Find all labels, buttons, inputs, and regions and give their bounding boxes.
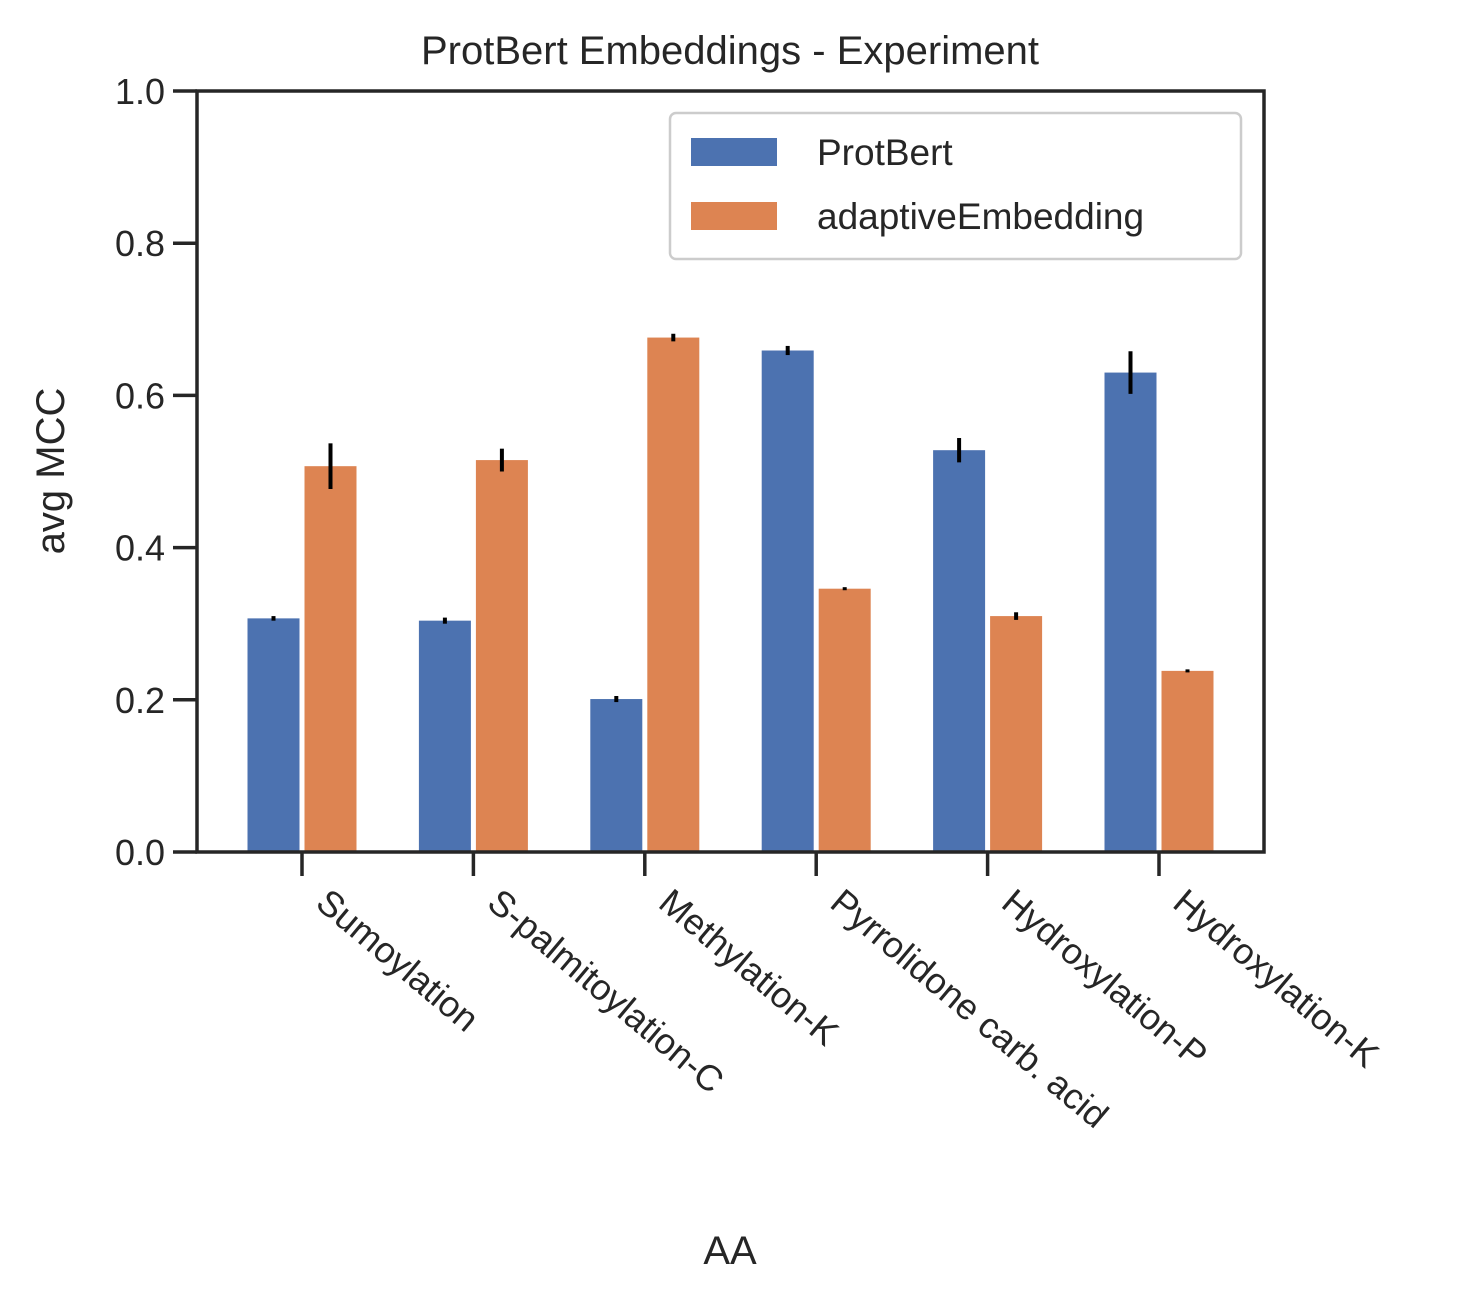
x-axis-label: AA — [703, 1229, 757, 1273]
bar-protbert — [247, 618, 300, 852]
x-tick-label: Sumoylation — [309, 881, 487, 1040]
bar-adaptive-embedding — [1161, 670, 1214, 852]
bar-protbert — [590, 699, 643, 852]
y-axis-label: avg MCC — [29, 388, 73, 555]
bar-adaptive-embedding — [990, 616, 1043, 852]
legend: ProtBert adaptiveEmbedding — [668, 111, 1243, 261]
legend-box — [668, 111, 1243, 261]
y-tick-label: 0.8 — [115, 223, 165, 264]
bar-adaptive-embedding — [818, 588, 871, 852]
legend-label: adaptiveEmbedding — [817, 196, 1144, 237]
bar-adaptive-embedding — [475, 460, 528, 852]
y-tick-label: 0.6 — [115, 375, 165, 416]
plot-frame — [195, 89, 1266, 854]
legend-swatch — [691, 138, 777, 166]
bar-adaptive-embedding — [304, 466, 357, 852]
y-tick-label: 0.4 — [115, 528, 165, 569]
bar-protbert — [418, 620, 471, 852]
chart-title: ProtBert Embeddings - Experiment — [421, 29, 1039, 73]
bar-adaptive-embedding — [647, 337, 700, 853]
bar-protbert — [933, 450, 986, 852]
y-tick-label: 0.0 — [115, 832, 165, 873]
bar-protbert — [761, 350, 814, 852]
x-tick-label: Pyrrolidone carb. acid — [823, 881, 1116, 1136]
legend-label: ProtBert — [817, 132, 953, 173]
bar-protbert — [1104, 372, 1157, 852]
legend-swatch — [691, 202, 777, 230]
y-tick-label: 0.2 — [115, 680, 165, 721]
y-tick-label: 1.0 — [115, 71, 165, 112]
